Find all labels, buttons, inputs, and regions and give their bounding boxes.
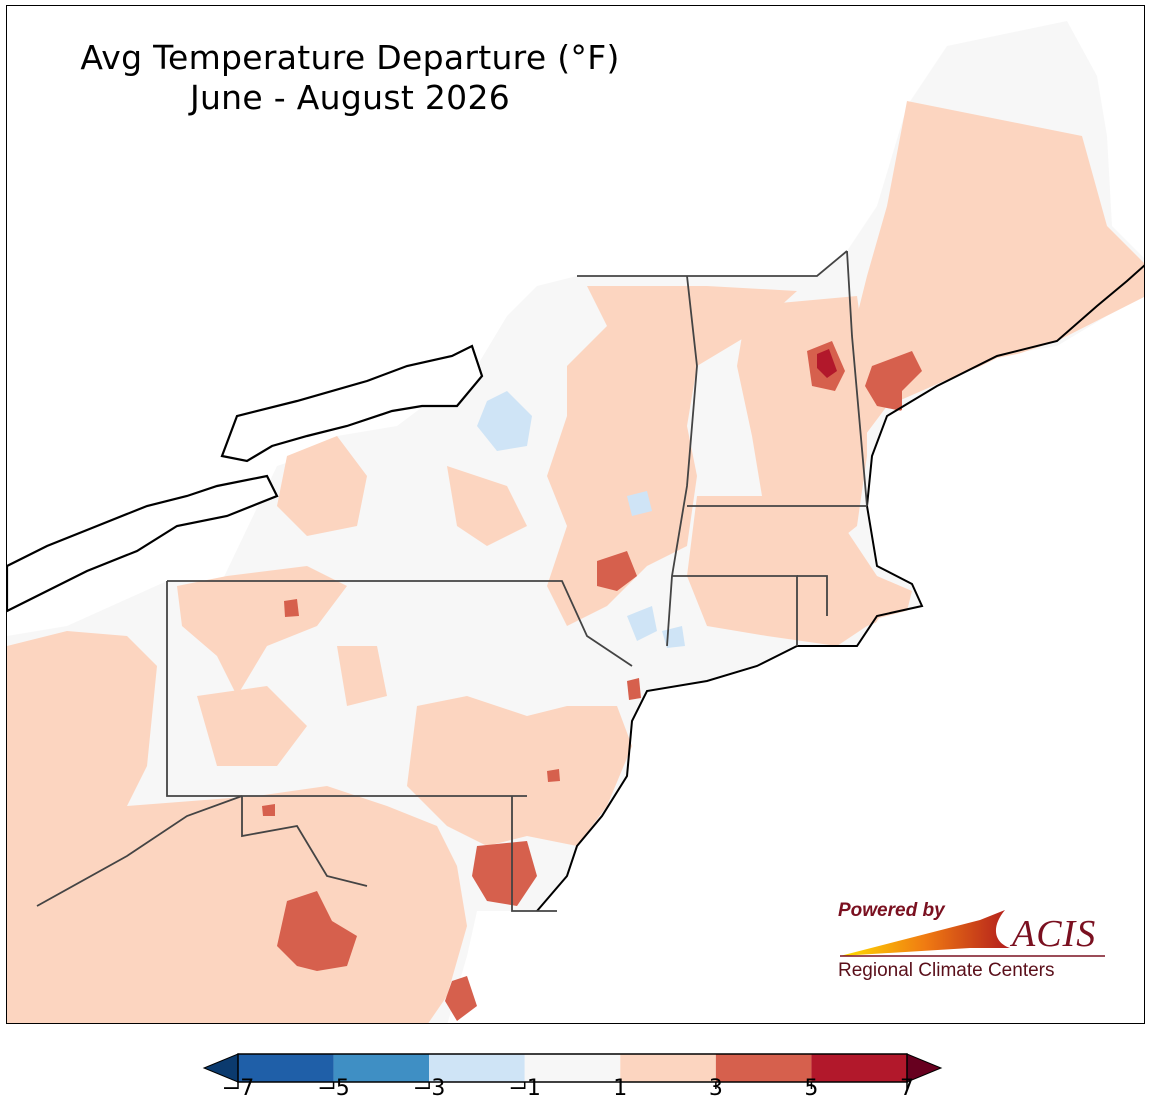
legend-tick-label: 7: [900, 1076, 914, 1101]
cool-anomaly-areas: [477, 391, 685, 648]
coastline: [536, 264, 1144, 912]
legend-bin: [333, 1054, 430, 1082]
rcc-label: Regional Climate Centers: [838, 960, 1055, 981]
atlantic-ocean: [539, 301, 1144, 1023]
map-title: Avg Temperature Departure (°F): [80, 38, 620, 77]
legend-bin: [429, 1054, 525, 1082]
legend-bin: [620, 1054, 716, 1082]
legend-bin: [238, 1054, 334, 1082]
legend-bin: [715, 1054, 812, 1082]
map-frame: [6, 5, 1145, 1024]
acis-swoosh-graphic: [840, 910, 1105, 957]
lake-erie: [7, 474, 279, 613]
very-hot-anomaly-areas: [817, 349, 837, 378]
state-boundaries: [36, 250, 868, 912]
legend-tick-label: 5: [804, 1076, 819, 1101]
legend-frame: [237, 1053, 908, 1083]
temperature-departure-map: [7, 21, 1144, 1023]
legend-colorbar: [202, 1053, 943, 1089]
hot-anomaly-areas: [262, 341, 922, 1021]
lake-ontario: [220, 344, 484, 463]
warm-anomaly-areas: [7, 101, 1144, 1023]
legend-tick-label: −7: [221, 1076, 255, 1101]
legend-bin: [524, 1054, 621, 1082]
acis-logo-text: ACIS: [1012, 913, 1097, 955]
legend-tick-label: 3: [708, 1076, 723, 1101]
map-subtitle: June - August 2026: [189, 78, 511, 117]
powered-by-label: Powered by: [838, 900, 945, 921]
legend-tick-label: −1: [508, 1076, 541, 1101]
legend-bin: [811, 1054, 907, 1082]
legend-tick-label: 1: [613, 1076, 628, 1101]
legend-tick-label: −5: [317, 1076, 350, 1101]
legend-tick-label: −3: [412, 1076, 446, 1101]
